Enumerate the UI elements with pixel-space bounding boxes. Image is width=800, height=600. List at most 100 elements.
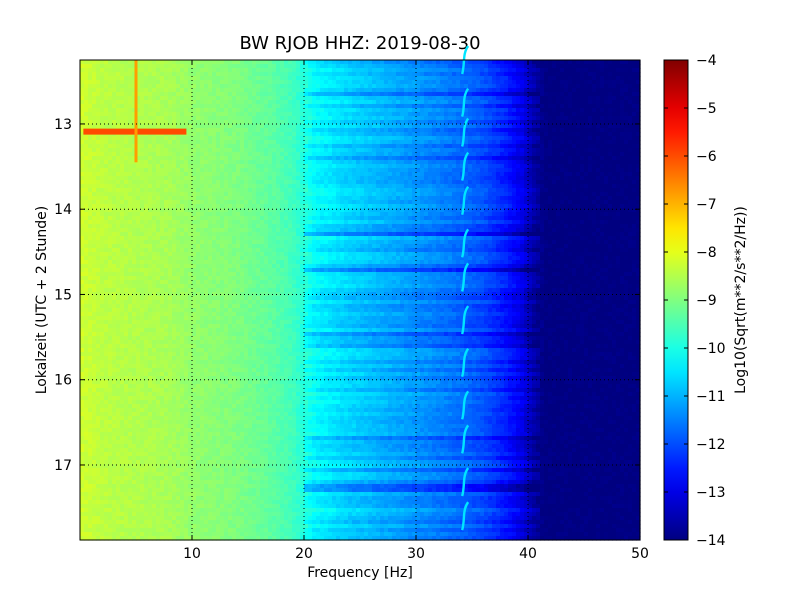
heatmap-cell [108,112,113,117]
heatmap-cell [288,160,293,165]
heatmap-cell [332,196,337,201]
heatmap-cell [568,128,573,133]
heatmap-cell [376,196,381,201]
heatmap-cell [128,140,133,145]
heatmap-cell [332,128,337,133]
heatmap-cell [212,104,217,109]
heatmap-cell [248,196,253,201]
heatmap-cell [88,176,93,181]
heatmap-cell [576,104,581,109]
heatmap-cell [340,200,345,205]
heatmap-cell [96,76,101,81]
heatmap-cell [104,156,109,161]
heatmap-cell [364,188,369,193]
heatmap-cell [96,156,101,161]
heatmap-cell [136,200,141,205]
heatmap-cell [184,108,189,113]
heatmap-cell [588,124,593,129]
heatmap-cell [252,88,257,93]
heatmap-cell [624,116,629,121]
heatmap-cell [456,108,461,113]
heatmap-cell [380,132,385,137]
heatmap-cell [508,76,513,81]
heatmap-cell [572,184,577,189]
heatmap-cell [184,120,189,125]
heatmap-cell [528,136,533,141]
heatmap-cell [500,104,505,109]
heatmap-cell [264,60,269,65]
heatmap-cell [516,144,521,149]
heatmap-cell [352,88,357,93]
heatmap-cell [184,72,189,77]
heatmap-cell [540,76,545,81]
heatmap-cell [252,188,257,193]
heatmap-cell [384,88,389,93]
heatmap-cell [216,140,221,145]
heatmap-cell [300,84,305,89]
heatmap-cell [480,160,485,165]
heatmap-cell [592,184,597,189]
heatmap-cell [564,136,569,141]
heatmap-cell [80,164,85,169]
heatmap-cell [504,88,509,93]
heatmap-cell [636,140,641,145]
heatmap-cell [388,180,393,185]
heatmap-cell [536,80,541,85]
heatmap-cell [372,112,377,117]
heatmap-cell [364,84,369,89]
heatmap-cell [136,172,141,177]
heatmap-cell [140,76,145,81]
heatmap-cell [112,200,117,205]
heatmap-cell [600,124,605,129]
heatmap-cell [424,68,429,73]
heatmap-cell [304,60,309,65]
heatmap-cell [484,164,489,169]
heatmap-cell [532,116,537,121]
heatmap-cell [612,152,617,157]
heatmap-cell [328,140,333,145]
heatmap-cell [292,92,297,97]
heatmap-cell [528,144,533,149]
heatmap-cell [632,164,637,169]
heatmap-cell [572,164,577,169]
heatmap-cell [268,88,273,93]
heatmap-cell [408,60,413,65]
heatmap-cell [368,116,373,121]
heatmap-cell [584,144,589,149]
heatmap-cell [384,164,389,169]
heatmap-cell [124,164,129,169]
heatmap-cell [400,148,405,153]
heatmap-cell [348,164,353,169]
heatmap-cell [164,112,169,117]
heatmap-cell [316,96,321,101]
heatmap-cell [192,68,197,73]
heatmap-cell [120,72,125,77]
heatmap-cell [340,176,345,181]
heatmap-cell [304,68,309,73]
heatmap-cell [208,140,213,145]
heatmap-cell [508,60,513,65]
heatmap-cell [240,196,245,201]
heatmap-cell [200,160,205,165]
heatmap-cell [576,92,581,97]
heatmap-cell [80,124,85,129]
heatmap-cell [128,180,133,185]
heatmap-cell [132,188,137,193]
heatmap-cell [596,140,601,145]
heatmap-cell [624,168,629,173]
heatmap-cell [124,184,129,189]
heatmap-cell [344,100,349,105]
heatmap-cell [476,120,481,125]
heatmap-cell [108,80,113,85]
heatmap-cell [616,64,621,69]
heatmap-cell [272,84,277,89]
heatmap-cell [240,160,245,165]
heatmap-cell [280,96,285,101]
heatmap-cell [148,200,153,205]
heatmap-cell [320,60,325,65]
heatmap-cell [456,68,461,73]
heatmap-cell [588,128,593,133]
heatmap-cell [440,200,445,205]
heatmap-cell [396,108,401,113]
heatmap-cell [628,116,633,121]
